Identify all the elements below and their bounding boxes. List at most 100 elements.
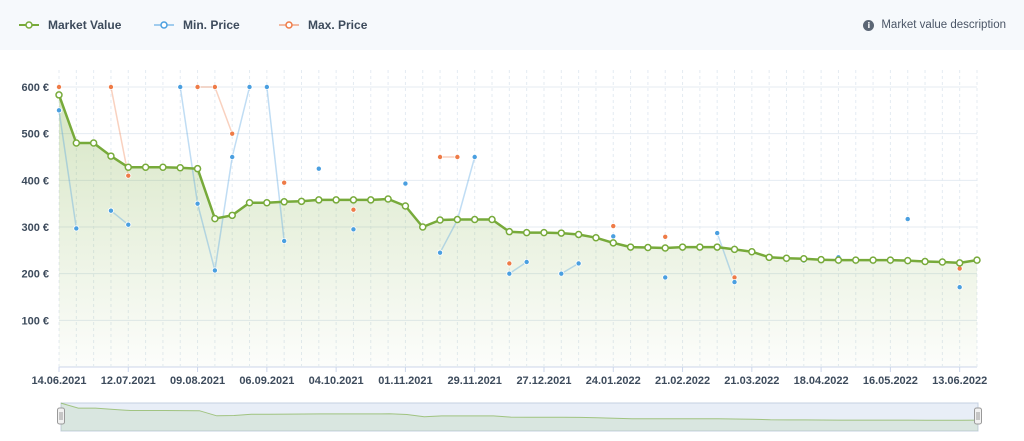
min-price-connector (716, 232, 736, 283)
market-value-point (748, 247, 756, 256)
min-price-connector (439, 219, 459, 254)
market-value-point (193, 164, 202, 173)
legend-max-label: Max. Price (308, 18, 368, 32)
min-price-connector (231, 86, 251, 158)
legend-item-min-price[interactable]: Min. Price (153, 17, 240, 33)
market-value-point (159, 163, 167, 172)
market-value-point (921, 257, 929, 266)
max-price-point (229, 130, 236, 137)
min-price-point (506, 270, 513, 277)
x-tick-label: 13.06.2022 (932, 375, 987, 387)
market-value-point (938, 258, 947, 266)
x-tick-label: 29.11.2021 (447, 375, 501, 387)
market-value-point (488, 215, 496, 224)
min-price-point (194, 200, 201, 207)
market-value-point (453, 215, 462, 224)
market-value-point (817, 255, 825, 264)
x-tick-label: 21.02.2022 (655, 375, 710, 387)
legend-max-symbol-icon (279, 21, 299, 29)
market-value-point (332, 196, 340, 204)
max-price-point (56, 84, 63, 91)
market-value-point (973, 256, 981, 264)
market-value-point (107, 152, 115, 160)
market-value-point (713, 243, 721, 251)
navigator-line (60, 402, 979, 421)
x-tick-label: 04.10.2021 (309, 375, 364, 387)
y-tick-label: 100 € (21, 315, 49, 327)
x-tick-label: 16.05.2022 (863, 375, 918, 387)
min-price-connector (196, 203, 216, 271)
y-tick-label: 500 € (21, 129, 49, 141)
max-price-point (350, 206, 357, 213)
market-value-point (574, 230, 583, 239)
market-value-point (418, 223, 427, 231)
min-price-point (350, 226, 357, 233)
max-price-point (662, 233, 669, 240)
market-value-point (592, 233, 600, 242)
max-price-point (107, 84, 114, 91)
x-tick-label: 14.06.2021 (31, 375, 86, 387)
market-value-point (349, 196, 358, 204)
max-price-point (194, 84, 201, 91)
market-value-point (141, 163, 150, 172)
max-price-point (281, 179, 288, 186)
x-tick-label: 24.01.2022 (586, 375, 641, 387)
min-price-point (714, 230, 721, 237)
market-value-point (505, 227, 514, 236)
max-price-point (125, 172, 132, 179)
min-price-point (575, 260, 582, 267)
min-price-point (731, 279, 738, 286)
min-price-point (229, 154, 236, 161)
market-value-point (644, 243, 652, 252)
max-price-connector (110, 86, 130, 176)
market-value-point (176, 163, 184, 172)
market-value-point (540, 228, 548, 237)
market-value-point (678, 243, 687, 251)
market-value-point (124, 163, 133, 172)
min-price-point (281, 237, 288, 244)
max-price-point (211, 84, 218, 91)
market-value-point (89, 139, 98, 147)
market-value-point (626, 243, 635, 251)
market-value-point (522, 228, 531, 237)
market-value-point (557, 229, 566, 237)
legend-item-max-price[interactable]: Max. Price (278, 17, 367, 33)
min-price-point (662, 274, 669, 281)
min-price-point (904, 216, 911, 223)
market-value-point (211, 214, 219, 223)
market-value-point (955, 259, 964, 267)
x-tick-label: 01.11.2021 (378, 375, 432, 387)
navigator-handle-left[interactable] (57, 407, 65, 425)
legend-item-market-value[interactable]: Market Value (18, 17, 121, 33)
market-value-point (297, 197, 306, 206)
x-tick-label: 21.03.2022 (724, 375, 779, 387)
y-tick-label: 200 € (21, 269, 49, 281)
min-price-point (610, 233, 617, 240)
navigator-handle-right[interactable] (974, 407, 982, 425)
min-price-point (523, 258, 530, 265)
max-price-point (437, 154, 444, 161)
y-tick-label: 400 € (21, 175, 49, 187)
min-price-connector (179, 86, 199, 204)
market-value-point (834, 256, 843, 264)
navigator-area (61, 403, 978, 431)
min-price-point (471, 154, 478, 161)
market-value-point (852, 256, 860, 264)
market-value-point (869, 256, 877, 264)
market-value-point (436, 216, 444, 224)
min-price-point (211, 267, 218, 274)
market-value-point (661, 244, 669, 252)
market-value-point (886, 256, 895, 264)
min-price-point (246, 84, 253, 91)
market-value-point (280, 198, 288, 206)
y-tick-label: 300 € (21, 222, 49, 234)
min-price-connector (456, 156, 476, 221)
min-price-point (315, 165, 322, 172)
min-price-connector (560, 262, 580, 275)
market-value-point (782, 254, 791, 263)
market-value-description-link[interactable]: i Market value description (863, 17, 1006, 33)
max-price-point (506, 260, 513, 267)
description-link-label: Market value description (881, 19, 1006, 31)
max-price-point (454, 154, 461, 161)
market-value-point (55, 91, 63, 99)
